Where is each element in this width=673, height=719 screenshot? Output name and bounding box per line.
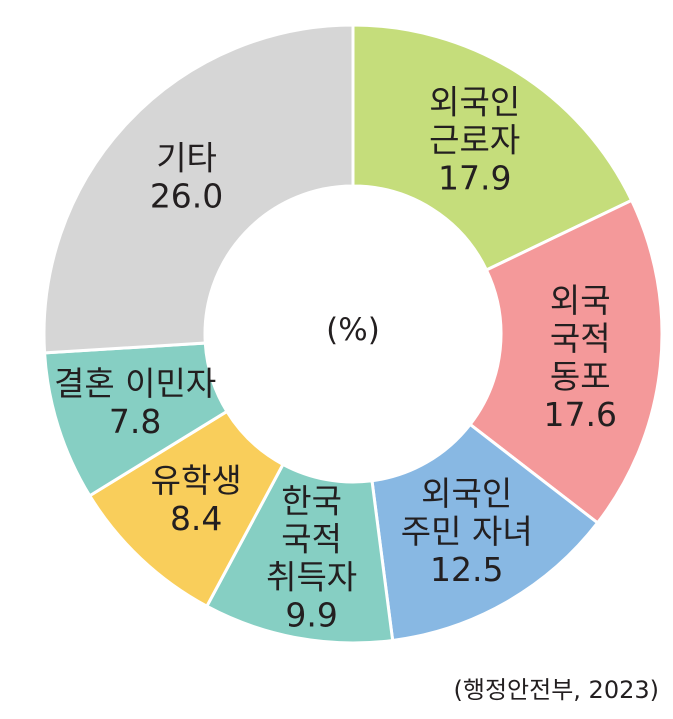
slice-value-2: 12.5 xyxy=(430,550,503,589)
slice-value-6: 26.0 xyxy=(150,176,223,215)
donut-slice-0 xyxy=(351,23,634,272)
slice-label-3: 한국 국적 취득자 9.9 xyxy=(266,482,357,635)
slice-name-line: 기타 xyxy=(156,138,217,177)
slice-name-line: 주민 자녀 xyxy=(401,512,533,551)
donut-segments xyxy=(42,23,664,645)
slice-name-line: 국적 xyxy=(281,520,342,559)
slice-label-5: 결혼 이민자 7.8 xyxy=(54,364,216,441)
slice-value-1: 17.6 xyxy=(543,395,616,434)
slice-value-0: 17.9 xyxy=(438,159,511,198)
slice-label-1: 외국 국적 동포 17.6 xyxy=(543,281,616,434)
slice-label-4: 유학생 8.4 xyxy=(151,461,242,538)
donut-slice-1 xyxy=(468,198,664,525)
slice-name-line: 근로자 xyxy=(429,121,520,160)
slice-value-5: 7.8 xyxy=(109,402,161,441)
slice-name-line: 외국 xyxy=(550,281,611,320)
slice-label-6: 기타 26.0 xyxy=(150,138,223,215)
slice-name-line: 외국인 xyxy=(421,474,512,513)
slice-name-line: 국적 xyxy=(550,319,611,358)
donut-slice-2 xyxy=(370,422,600,643)
slice-value-3: 9.9 xyxy=(285,596,337,635)
slice-name-line: 동포 xyxy=(550,357,611,396)
slice-name-line: 취득자 xyxy=(266,558,357,597)
donut-slice-6 xyxy=(42,23,355,355)
slice-name-line: 외국인 xyxy=(429,83,520,122)
slice-label-2: 외국인 주민 자녀 12.5 xyxy=(401,474,533,589)
slice-name-line: 한국 xyxy=(281,482,342,521)
source-note: (행정안전부, 2023) xyxy=(453,676,659,704)
slice-name-line: 결혼 이민자 xyxy=(54,364,216,403)
slice-value-4: 8.4 xyxy=(170,499,222,538)
center-unit-label: (%) xyxy=(326,312,380,348)
slice-label-0: 외국인 근로자 17.9 xyxy=(429,83,520,198)
slice-name-line: 유학생 xyxy=(151,461,242,500)
